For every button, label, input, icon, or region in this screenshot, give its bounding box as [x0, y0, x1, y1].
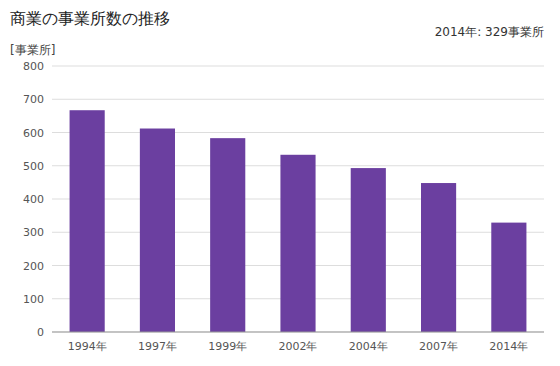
y-axis-label: [事業所] — [10, 43, 55, 57]
y-tick-label: 0 — [37, 326, 44, 339]
bar — [280, 155, 315, 332]
chart-container: 商業の事業所数の推移 [事業所] 2014年: 329事業所 0 100 200 300 40… — [0, 0, 560, 366]
grid-line — [52, 132, 544, 133]
x-tick-label: 1997年 — [138, 340, 177, 353]
y-tick-label: 300 — [23, 226, 44, 239]
x-tick-label: 1994年 — [68, 340, 107, 353]
x-tick-label: 2007年 — [419, 340, 458, 353]
x-axis-line — [52, 332, 544, 333]
grid-line — [52, 99, 544, 100]
bars — [70, 110, 527, 332]
y-tick-label: 700 — [23, 93, 44, 106]
y-axis: 0 100 200 300 400 500 600 700 800 — [23, 60, 544, 339]
y-tick-label: 400 — [23, 193, 44, 206]
x-tick-label: 2002年 — [279, 340, 318, 353]
annotation: 2014年: 329事業所 — [435, 25, 544, 39]
y-tick-label: 500 — [23, 160, 44, 173]
chart-svg: 商業の事業所数の推移 [事業所] 2014年: 329事業所 0 100 200 300 40… — [0, 0, 560, 366]
y-tick-label: 600 — [23, 127, 44, 140]
title: 商業の事業所数の推移 — [10, 9, 170, 28]
x-tick-label: 2004年 — [349, 340, 388, 353]
x-tick-label: 2014年 — [489, 340, 528, 353]
y-tick-label: 200 — [23, 260, 44, 273]
bar — [210, 138, 245, 332]
bar — [421, 183, 456, 332]
x-axis: 1994年 1997年 1999年 2002年 2004年 2007年 2014年 — [52, 332, 544, 353]
y-tick-label: 100 — [23, 293, 44, 306]
grid-line — [52, 66, 544, 67]
x-tick-label: 1999年 — [208, 340, 247, 353]
grid-line — [52, 332, 544, 333]
bar — [70, 110, 105, 332]
bar — [140, 129, 175, 332]
bar — [491, 223, 526, 332]
bar — [351, 168, 386, 332]
y-tick-label: 800 — [23, 60, 44, 73]
